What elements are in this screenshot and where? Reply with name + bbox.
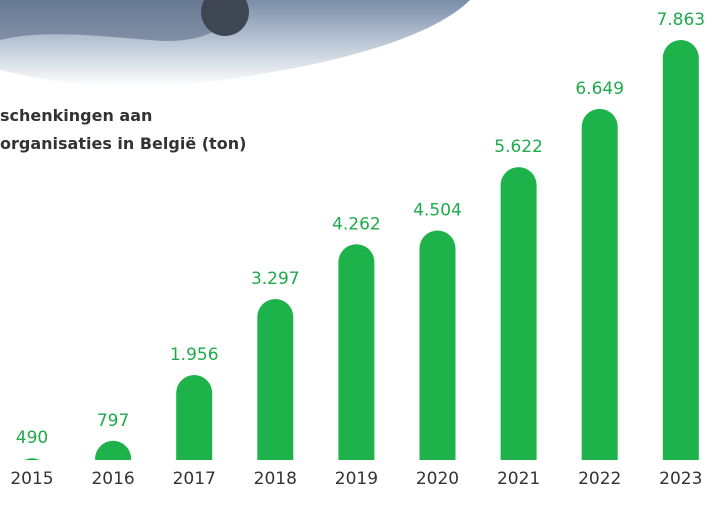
x-tick-label: 2016 bbox=[91, 469, 134, 489]
value-label: 7.863 bbox=[656, 10, 705, 30]
value-label: 797 bbox=[97, 411, 129, 431]
truck-photo bbox=[0, 0, 240, 41]
bar bbox=[24, 458, 40, 460]
x-tick-label: 2015 bbox=[10, 469, 53, 489]
truck-wheel bbox=[201, 0, 249, 36]
value-label: 5.622 bbox=[494, 137, 543, 157]
value-label: 6.649 bbox=[575, 79, 624, 99]
x-tick-label: 2018 bbox=[254, 469, 297, 489]
value-label: 490 bbox=[16, 428, 48, 448]
x-tick-label: 2019 bbox=[335, 469, 378, 489]
value-label: 4.262 bbox=[332, 214, 381, 234]
value-label: 1.956 bbox=[170, 345, 219, 365]
bar bbox=[176, 375, 213, 460]
x-tick-label: 2022 bbox=[578, 469, 621, 489]
x-tick-label: 2017 bbox=[173, 469, 216, 489]
bar bbox=[95, 440, 132, 460]
bar bbox=[257, 298, 294, 460]
bar bbox=[419, 230, 456, 460]
x-tick-label: 2020 bbox=[416, 469, 459, 489]
chart-title: schenkingen aan organisaties in België (t… bbox=[0, 106, 246, 153]
value-label: 4.504 bbox=[413, 201, 462, 221]
x-tick-label: 2023 bbox=[659, 469, 702, 489]
title-line: organisaties in België (ton) bbox=[0, 134, 246, 153]
bar bbox=[581, 108, 618, 460]
bar bbox=[500, 167, 537, 460]
x-tick-label: 2021 bbox=[497, 469, 540, 489]
title-line: schenkingen aan bbox=[0, 106, 152, 125]
bar bbox=[662, 40, 699, 460]
bar bbox=[338, 244, 375, 460]
value-label: 3.297 bbox=[251, 269, 300, 289]
